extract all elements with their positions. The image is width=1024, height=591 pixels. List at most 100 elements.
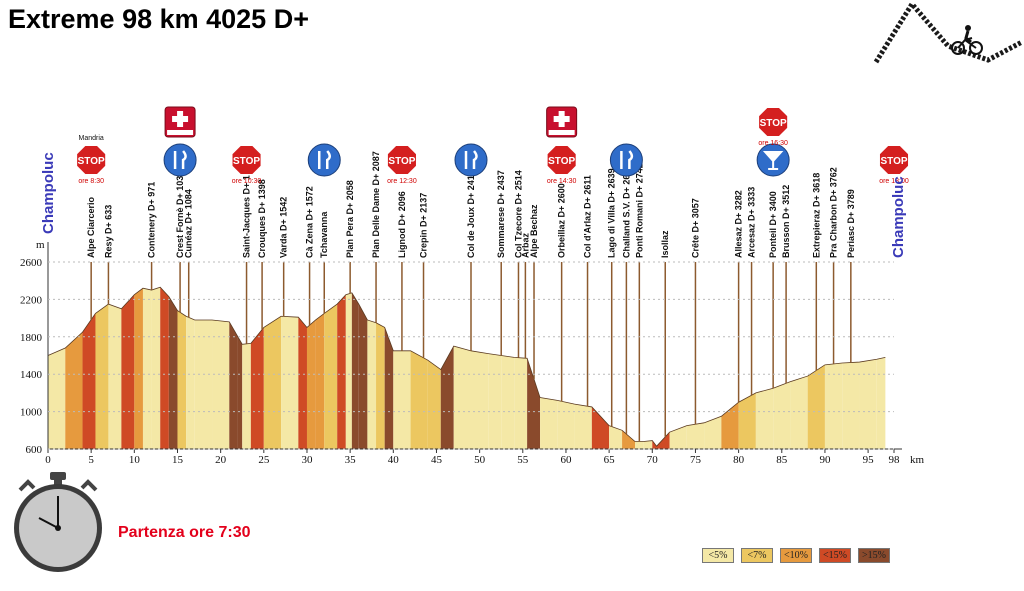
svg-text:STOP: STOP: [548, 156, 575, 167]
profile-segment: [622, 430, 636, 449]
profile-segment: [142, 288, 152, 449]
y-axis-unit-label: m: [36, 239, 45, 251]
profile-segment: [501, 355, 515, 449]
legend-item: <15%: [819, 548, 851, 563]
profile-segment: [384, 327, 394, 449]
profile-segment: [669, 425, 687, 449]
stop-time-label: ore 14:30: [547, 178, 577, 185]
x-tick-label: 40: [388, 454, 400, 466]
waypoint-label: Alpe Bechaz: [529, 204, 539, 258]
y-tick-label: 600: [26, 444, 43, 456]
legend-item: >15%: [858, 548, 890, 563]
y-tick-label: 2600: [20, 257, 43, 269]
waypoint-label: Saint-Jacques D+ 1215: [242, 160, 252, 258]
start-time-text: Partenza ore 7:30: [118, 524, 251, 541]
waypoint-label: Crête D+ 3057: [690, 198, 700, 258]
waypoint-label: Arbaz: [520, 232, 530, 258]
profile-segment: [194, 319, 213, 449]
profile-segment: [643, 440, 653, 449]
waypoint-label: Periasc D+ 3789: [846, 189, 856, 258]
legend-item: <10%: [780, 548, 812, 563]
profile-segment: [440, 346, 454, 449]
waypoint-label: Alpe Ciarcerio: [86, 196, 96, 258]
profile-segment: [773, 381, 791, 449]
waypoint-label: Pra Charbon D+ 3762: [829, 167, 839, 258]
x-tick-label: 30: [301, 454, 313, 466]
waypoint-label: Col Tzecore D+ 2514: [513, 170, 523, 258]
food-station-icon: [307, 143, 341, 177]
profile-segment: [315, 313, 325, 449]
profile-segment: [807, 364, 825, 449]
profile-segment: [229, 321, 238, 449]
waypoint-label: Crepin D+ 2137: [419, 193, 429, 258]
x-tick-label: 60: [560, 454, 572, 466]
stop-sign-icon: STOP: [386, 144, 418, 176]
profile-segment: [121, 294, 135, 449]
x-tick-label: 10: [129, 454, 141, 466]
profile-segment: [281, 316, 299, 449]
profile-segment: [527, 358, 541, 449]
stop-sign-icon: STOP: [878, 144, 910, 176]
profile-segment: [514, 357, 528, 449]
x-tick-label: 70: [647, 454, 659, 466]
profile-segment: [410, 350, 428, 449]
first-aid-icon: [546, 106, 578, 138]
x-tick-label: 55: [517, 454, 529, 466]
profile-segment: [859, 359, 877, 449]
waypoint-label: Extrepieraz D+ 3618: [811, 173, 821, 258]
profile-segment: [134, 288, 143, 449]
x-tick-label: 75: [690, 454, 702, 466]
y-tick-label: 2200: [20, 294, 43, 306]
x-axis-unit-label: km: [910, 454, 925, 466]
profile-segment: [704, 416, 722, 449]
stop-time-label: ore 16:30: [758, 140, 788, 147]
profile-segment: [186, 316, 195, 449]
profile-segment: [427, 360, 441, 449]
waypoint-label: Isollaz: [660, 230, 670, 258]
waypoint-label: Challand S.V. D+ 2667: [621, 165, 631, 258]
mtb-bike-logo-icon: [873, 2, 1024, 64]
stop-time-label: ore 8:30: [78, 178, 104, 185]
x-tick-label: 0: [45, 454, 51, 466]
waypoint-label: Allesaz D+ 3282: [734, 190, 744, 258]
profile-segment: [168, 296, 178, 449]
x-tick-label: 25: [258, 454, 270, 466]
waypoint-label: Resy D+ 633: [103, 205, 113, 258]
profile-segment: [151, 287, 161, 449]
waypoint-label: Arcesaz D+ 3333: [747, 187, 757, 258]
x-tick-label: 35: [345, 454, 357, 466]
profile-segment: [177, 310, 187, 449]
profile-segment: [471, 350, 489, 449]
waypoint-label: Sommarese D+ 2437: [496, 170, 506, 258]
profile-segment: [738, 392, 756, 449]
y-tick-label: 1800: [20, 332, 43, 344]
stop-top-label: Mandria: [79, 135, 104, 142]
x-tick-label: 95: [863, 454, 875, 466]
waypoint-label: Varda D+ 1542: [279, 197, 289, 258]
x-tick-label: 5: [88, 454, 94, 466]
profile-segment: [842, 362, 860, 449]
profile-segment: [242, 343, 251, 449]
profile-segment: [324, 304, 338, 449]
x-tick-label: 80: [733, 454, 745, 466]
profile-segment: [345, 292, 352, 449]
end-location-label: Champoluc: [890, 176, 907, 258]
profile-segment: [686, 422, 705, 449]
profile-segment: [250, 327, 264, 449]
stop-time-label: ore 12:30: [387, 178, 417, 185]
waypoint-label: Contenery D+ 971: [147, 182, 157, 258]
svg-text:STOP: STOP: [233, 156, 260, 167]
profile-segment: [263, 316, 282, 449]
profile-segment: [237, 336, 243, 449]
food-station-icon: [163, 143, 197, 177]
stop-sign-icon: STOP: [757, 106, 789, 138]
stop-time-label: ore 10:30: [232, 178, 262, 185]
x-tick-label: 90: [819, 454, 831, 466]
waypoint-label: Plan Pera D+ 2058: [345, 180, 355, 258]
profile-segment: [82, 313, 96, 449]
stop-sign-icon: STOP: [546, 144, 578, 176]
x-tick-label: 20: [215, 454, 227, 466]
x-tick-label: 15: [172, 454, 184, 466]
chart-title: Extreme 98 km 4025 D+: [8, 4, 309, 34]
